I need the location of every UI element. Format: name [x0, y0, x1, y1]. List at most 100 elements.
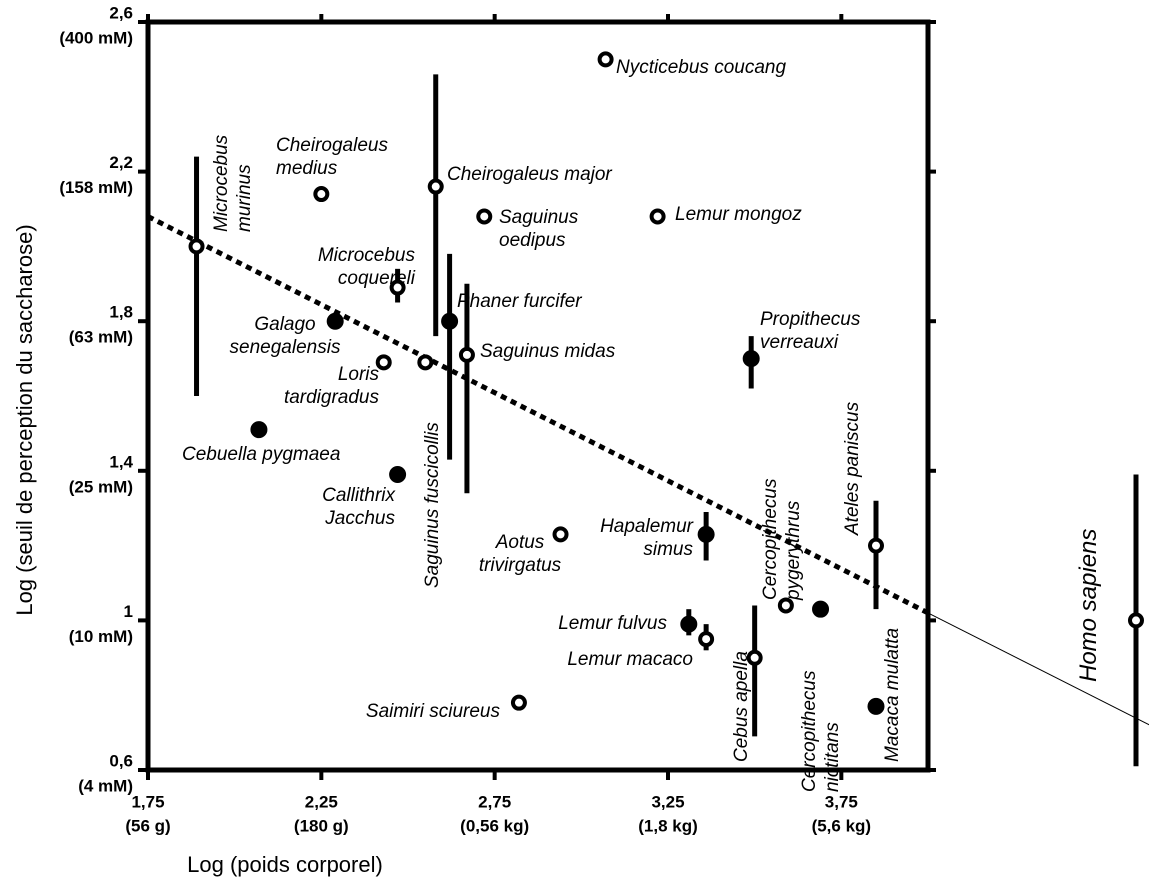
point-filled — [867, 697, 885, 715]
y-tick-unit: (158 mM) — [59, 178, 133, 197]
species-label-line: Saguinus fuscicollis — [422, 422, 443, 588]
species-label: Lemur fulvus — [558, 613, 667, 634]
species-label-line: nictitans — [822, 722, 843, 792]
species-label: Cercopithecus nictitans — [799, 670, 843, 792]
x-tick-unit: (5,6 kg) — [812, 816, 872, 835]
x-tick-label: 2,75 — [478, 792, 511, 811]
species-label-line: Saguinus — [499, 207, 579, 228]
species-label: Saguinus fuscicollis — [422, 422, 443, 588]
species-label: Cebus apella — [731, 651, 752, 762]
species-label-line: murinus — [234, 164, 255, 232]
species-label-line: Cebuella pygmaea — [182, 444, 340, 465]
y-tick-unit: (4 mM) — [78, 776, 133, 795]
x-tick-label: 1,75 — [131, 792, 164, 811]
point-open — [597, 51, 614, 68]
species-label: Cercopithecus pygerythrus — [760, 478, 804, 601]
point-filled — [680, 615, 698, 633]
species-label-line: oedipus — [499, 230, 566, 251]
species-label-line: senegalensis — [230, 337, 341, 358]
species-label-line: Macaca mulatta — [882, 628, 903, 762]
species-label-line: Microcebus — [318, 245, 416, 266]
y-tick-label: 1 — [124, 602, 133, 621]
point-open — [313, 186, 330, 203]
species-label-line: verreauxi — [760, 332, 839, 353]
species-label-line: pygerythrus — [783, 500, 804, 601]
species-label: Hapalemur simus — [600, 516, 694, 560]
y-tick-label: 1,4 — [109, 452, 133, 471]
species-label-line: medius — [276, 158, 338, 179]
point-filled — [697, 525, 715, 543]
species-label-line: trivirgatus — [479, 555, 562, 576]
species-label: Loris tardigradus — [284, 364, 380, 408]
species-label-line: Cheirogaleus — [276, 135, 388, 156]
species-label-line: Lemur mongoz — [675, 204, 802, 225]
fit-line-extension — [927, 612, 1149, 726]
species-label: Lemur mongoz — [675, 204, 802, 225]
species-label: Galago senegalensis — [230, 314, 341, 358]
species-label-line: Cercopithecus — [799, 670, 820, 792]
species-label-line: Saguinus midas — [480, 341, 616, 362]
plot-frame — [145, 19, 931, 773]
y-tick-unit: (10 mM) — [69, 627, 133, 646]
species-label: Saguinus midas — [480, 341, 616, 362]
y-tick-unit: (63 mM) — [69, 328, 133, 347]
species-label-line: Jacchus — [324, 508, 395, 529]
species-label: Aotus trivirgatus — [479, 532, 562, 576]
x-tick-label: 3,25 — [651, 792, 684, 811]
point-open — [1128, 612, 1144, 629]
species-label: Cheirogaleus major — [447, 164, 612, 185]
y-tick-label: 0,6 — [109, 751, 133, 770]
y-tick-label: 2,6 — [109, 3, 133, 22]
point-filled — [389, 466, 407, 484]
species-label: Phaner furcifer — [457, 291, 582, 312]
point-open — [777, 597, 794, 614]
species-label-line: Cheirogaleus major — [447, 164, 612, 185]
point-open — [375, 354, 392, 371]
species-label-line: Homo sapiens — [1075, 529, 1102, 682]
y-tick-unit: (400 mM) — [59, 28, 133, 47]
point-open — [649, 208, 666, 225]
y-axis-title: Log (seuil de perception du saccharose) — [12, 224, 37, 615]
y-tick-label: 2,2 — [109, 153, 133, 172]
species-label-line: Nycticebus coucang — [616, 57, 786, 78]
point-open — [698, 631, 715, 648]
species-label-line: Galago — [254, 314, 315, 335]
y-tick-unit: (25 mM) — [69, 477, 133, 496]
x-tick-label: 3,75 — [825, 792, 858, 811]
point-open — [458, 346, 475, 363]
point-open — [389, 279, 406, 296]
y-tick-label: 1,8 — [109, 303, 133, 322]
point-open — [188, 238, 205, 255]
x-tick-unit: (56 g) — [125, 816, 170, 835]
species-label-line: coquereli — [338, 268, 416, 289]
species-label-line: Saimiri sciureus — [366, 701, 501, 722]
point-open — [476, 208, 493, 225]
species-label: Propithecus verreauxi — [760, 309, 861, 353]
species-label-line: simus — [643, 539, 693, 560]
species-label: Nycticebus coucang — [616, 57, 786, 78]
species-label-line: Lemur fulvus — [558, 613, 667, 634]
species-label: Callithrix Jacchus — [322, 485, 396, 529]
species-label: Macaca mulatta — [882, 628, 903, 762]
species-label-line: Propithecus — [760, 309, 861, 330]
point-filled — [742, 350, 760, 368]
point-open — [510, 694, 527, 711]
point-open — [552, 526, 569, 543]
species-label: Microcebus coquereli — [318, 245, 416, 289]
point-filled — [812, 600, 830, 618]
point-open — [417, 354, 434, 371]
species-label: Cebuella pygmaea — [182, 444, 340, 465]
species-label-line: Lemur macaco — [567, 649, 693, 670]
point-open — [868, 537, 884, 554]
point-filled — [250, 421, 268, 439]
species-label-line: Ateles paniscus — [842, 401, 863, 536]
fit-line — [146, 214, 930, 616]
species-label-line: Callithrix — [322, 485, 396, 506]
species-label-line: Cebus apella — [731, 651, 752, 762]
point-filled — [441, 312, 459, 330]
species-label-line: Hapalemur — [600, 516, 694, 537]
point-open — [427, 178, 444, 195]
species-label-line: Phaner furcifer — [457, 291, 582, 312]
species-label-line: Aotus — [495, 532, 545, 553]
